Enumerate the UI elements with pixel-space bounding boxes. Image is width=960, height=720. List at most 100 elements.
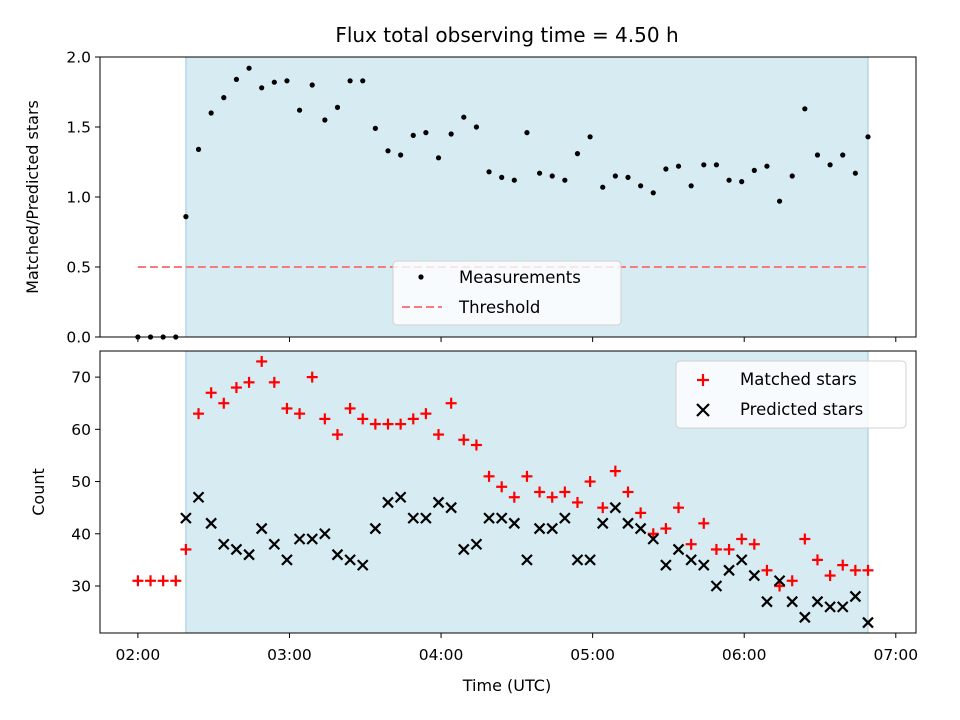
predicted-point bbox=[836, 601, 849, 613]
top-y-tick-label: 1.5 bbox=[66, 119, 91, 137]
measurement-point bbox=[410, 132, 416, 138]
matched-point bbox=[445, 397, 457, 409]
matched-point bbox=[811, 554, 823, 566]
x-tick-label: 07:00 bbox=[873, 646, 918, 664]
x-tick-label: 03:00 bbox=[267, 646, 312, 664]
measurement-point bbox=[852, 170, 858, 176]
measurement-point bbox=[751, 167, 757, 173]
bottom-y-ticks: 30 40 50 60 70 bbox=[71, 369, 100, 596]
measurement-point bbox=[271, 79, 277, 85]
matched-point bbox=[433, 429, 445, 441]
matched-point bbox=[395, 418, 407, 430]
predicted-point bbox=[192, 491, 205, 504]
predicted-point bbox=[647, 533, 660, 545]
measurement-point bbox=[360, 78, 366, 84]
matched-point bbox=[723, 543, 735, 555]
matched-point bbox=[635, 507, 647, 519]
predicted-point bbox=[356, 559, 369, 571]
bottom-panel: 30 40 50 60 70 02:00 03:00 04:00 05:00 06:00 07:0… bbox=[29, 350, 918, 695]
predicted-point bbox=[559, 512, 571, 524]
matched-points bbox=[132, 355, 874, 592]
matched-point bbox=[559, 486, 571, 498]
bottom-y-tick-label: 40 bbox=[71, 525, 91, 543]
matched-point bbox=[170, 575, 182, 587]
measurement-point bbox=[865, 134, 871, 140]
legend-predicted-label: Predicted stars bbox=[740, 400, 863, 419]
matched-point bbox=[584, 476, 596, 488]
predicted-point bbox=[255, 522, 268, 535]
matched-point bbox=[132, 575, 144, 587]
predicted-point bbox=[306, 533, 318, 545]
predicted-point bbox=[521, 554, 533, 566]
predicted-point bbox=[634, 522, 647, 535]
predicted-point bbox=[205, 517, 217, 530]
measurement-point bbox=[296, 107, 303, 113]
measurement-point bbox=[802, 106, 808, 112]
matched-point bbox=[571, 496, 583, 508]
measurement-point bbox=[233, 76, 240, 82]
matched-point bbox=[145, 575, 157, 587]
chart-title: Flux total observing time = 4.50 h bbox=[335, 23, 678, 47]
matched-point bbox=[736, 533, 748, 545]
measurement-point bbox=[814, 152, 821, 158]
bottom-legend-box bbox=[675, 360, 907, 429]
measurement-point bbox=[435, 155, 442, 161]
matched-point bbox=[420, 408, 432, 420]
predicted-point bbox=[382, 496, 394, 509]
measurement-point bbox=[688, 183, 694, 189]
measurement-point bbox=[663, 166, 669, 172]
matched-point bbox=[470, 439, 482, 451]
matched-point bbox=[294, 408, 306, 420]
predicted-point bbox=[470, 538, 483, 551]
measurement-point bbox=[789, 173, 795, 179]
predicted-point bbox=[218, 538, 230, 551]
measurement-point bbox=[183, 214, 189, 220]
predicted-point bbox=[710, 580, 723, 592]
predicted-point bbox=[268, 538, 281, 551]
matched-point bbox=[761, 564, 773, 576]
matched-point bbox=[180, 543, 192, 555]
top-x-tick-marks bbox=[137, 337, 897, 342]
matched-point bbox=[849, 564, 861, 576]
matched-point bbox=[546, 491, 558, 503]
predicted-point bbox=[495, 512, 508, 524]
measurement-point bbox=[549, 173, 555, 179]
predicted-point bbox=[445, 501, 457, 514]
top-y-tick-label: 0.0 bbox=[66, 329, 91, 347]
matched-point bbox=[218, 397, 230, 409]
measurement-point bbox=[840, 152, 846, 158]
legend-predicted-marker bbox=[696, 403, 710, 417]
x-axis-label: Time (UTC) bbox=[462, 676, 551, 695]
measurement-point bbox=[309, 82, 315, 88]
matched-point bbox=[609, 465, 621, 477]
predicted-point bbox=[344, 554, 356, 566]
measurement-point bbox=[221, 95, 227, 101]
predicted-point bbox=[293, 533, 306, 545]
predicted-point bbox=[483, 512, 495, 524]
matched-point bbox=[710, 543, 722, 555]
predicted-point bbox=[432, 496, 445, 509]
measurement-point bbox=[246, 65, 252, 71]
measurement-point bbox=[385, 148, 391, 154]
measurement-point bbox=[562, 177, 568, 183]
predicted-point bbox=[811, 595, 824, 608]
matched-point bbox=[521, 470, 533, 482]
measurement-point bbox=[423, 130, 429, 136]
matched-point bbox=[268, 376, 280, 388]
bottom-axes-frame bbox=[99, 350, 917, 634]
predicted-point bbox=[458, 543, 470, 556]
top-y-ticks: 0.0 0.5 1.0 1.5 2.0 bbox=[66, 49, 100, 347]
matched-point bbox=[660, 523, 672, 535]
predicted-point bbox=[407, 512, 420, 524]
matched-point bbox=[786, 575, 798, 587]
predicted-point bbox=[761, 595, 773, 608]
predicted-point bbox=[862, 616, 874, 629]
legend-threshold-label: Threshold bbox=[458, 298, 540, 317]
predicted-point bbox=[660, 559, 672, 571]
matched-point bbox=[230, 382, 242, 394]
predicted-point bbox=[609, 501, 622, 514]
predicted-point bbox=[180, 512, 192, 524]
x-tick-label: 02:00 bbox=[116, 646, 161, 664]
matched-point bbox=[799, 533, 811, 545]
measurement-point bbox=[739, 179, 745, 185]
